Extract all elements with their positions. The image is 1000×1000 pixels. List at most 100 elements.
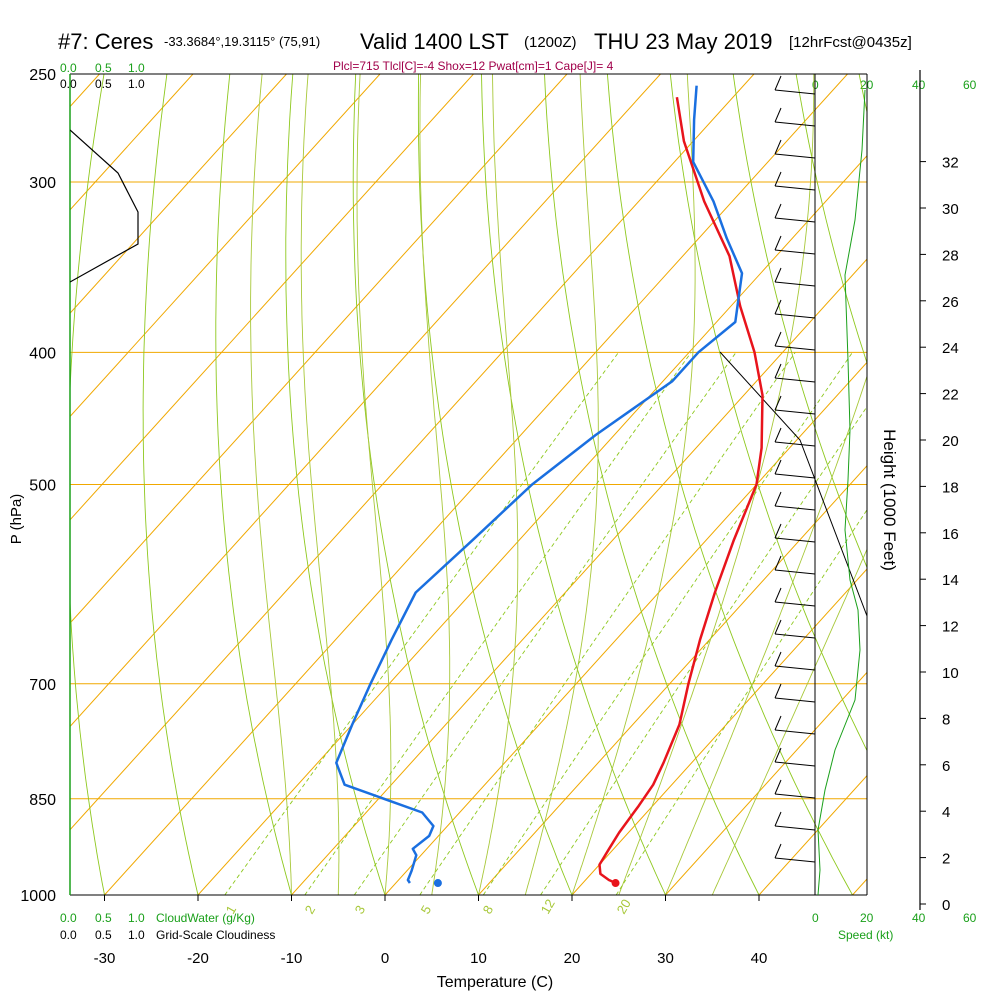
svg-text:60: 60 bbox=[963, 78, 977, 92]
wind-barb-flag bbox=[774, 395, 782, 411]
pressure-tick-label: 850 bbox=[29, 792, 56, 809]
cloudwater-bottom-scale: 0.0 0.5 1.0 CloudWater (g/Kg) bbox=[60, 911, 255, 925]
wind-barb-flag bbox=[774, 843, 782, 859]
svg-text:0: 0 bbox=[812, 911, 819, 925]
svg-text:0.5: 0.5 bbox=[95, 911, 112, 925]
moist-adiabat bbox=[711, 548, 867, 895]
wind-barb bbox=[774, 345, 816, 351]
wind-barb bbox=[774, 473, 816, 479]
wind-barb bbox=[774, 281, 816, 287]
forecast-label: [12hrFcst@0435z] bbox=[789, 34, 912, 51]
height-tick-label: 14 bbox=[942, 572, 959, 589]
wind-barb-flag bbox=[774, 619, 782, 635]
moist-adiabat bbox=[250, 74, 292, 895]
wind-barb-flag bbox=[774, 587, 782, 603]
height-tick-label: 18 bbox=[942, 479, 959, 496]
wind-barb-flag bbox=[774, 811, 782, 827]
wind-barb-flag bbox=[774, 75, 782, 91]
dry-adiabat bbox=[285, 74, 386, 895]
pressure-tick-label: 1000 bbox=[20, 888, 56, 905]
wind-barb bbox=[774, 121, 816, 127]
zulu-time: (1200Z) bbox=[524, 34, 577, 51]
dry-adiabat bbox=[606, 74, 853, 895]
station-title: #7: Ceres bbox=[58, 29, 153, 54]
speed-label: Speed (kt) bbox=[838, 928, 893, 942]
wind-barb-flag bbox=[774, 107, 782, 123]
moist-adiabat bbox=[356, 74, 392, 895]
height-tick-label: 12 bbox=[942, 619, 959, 636]
svg-text:60: 60 bbox=[963, 911, 977, 925]
height-tick-label: 32 bbox=[942, 155, 959, 172]
dry-adiabat bbox=[669, 74, 867, 752]
wind-barb-flag bbox=[774, 171, 782, 187]
date-label: THU 23 May 2019 bbox=[594, 29, 773, 54]
wind-barb bbox=[774, 409, 816, 415]
isotherm-line bbox=[852, 878, 867, 895]
dewpoint-line bbox=[335, 85, 744, 884]
chart-grid bbox=[70, 74, 1000, 895]
height-axis-title: Height (1000 Feet) bbox=[880, 429, 899, 571]
height-tick-label: 0 bbox=[942, 897, 950, 914]
cloudwater-top-scale: 0.0 0.5 1.0 bbox=[60, 61, 145, 75]
isotherm-line bbox=[70, 74, 287, 314]
mixing-ratio-label: 12 bbox=[538, 896, 558, 916]
wind-boundary-line bbox=[719, 351, 867, 617]
svg-text:1.0: 1.0 bbox=[128, 61, 145, 75]
x-tick-label: -10 bbox=[281, 950, 303, 967]
svg-text:1.0: 1.0 bbox=[128, 928, 145, 942]
moist-adiabat bbox=[524, 74, 599, 895]
wind-barb bbox=[774, 633, 816, 639]
surface-temperature-dot bbox=[611, 879, 620, 888]
wind-barb-flag bbox=[774, 267, 782, 283]
x-tick-label: 30 bbox=[657, 950, 674, 967]
moist-adiabat bbox=[300, 74, 340, 895]
svg-text:0.0: 0.0 bbox=[60, 928, 77, 942]
moist-adiabat bbox=[618, 74, 815, 895]
wind-barb-flag bbox=[774, 331, 782, 347]
indices-line: Plcl=715 Tlcl[C]=-4 Shox=12 Pwat[cm]=1 C… bbox=[333, 59, 614, 73]
mixing-ratio-line bbox=[540, 405, 867, 895]
mixing-ratio-line bbox=[482, 352, 853, 895]
height-tick-label: 6 bbox=[942, 758, 950, 775]
wind-barb-flag bbox=[774, 203, 782, 219]
wind-barb bbox=[774, 89, 816, 95]
svg-text:1.0: 1.0 bbox=[128, 911, 145, 925]
mixing-ratio-label: 2 bbox=[302, 903, 319, 917]
svg-text:0.0: 0.0 bbox=[60, 911, 77, 925]
height-tick-label: 2 bbox=[942, 851, 950, 868]
wind-speed-profile bbox=[817, 89, 866, 896]
moist-adiabat bbox=[419, 74, 451, 895]
wind-barb-flag bbox=[774, 651, 782, 667]
height-tick-label: 16 bbox=[942, 526, 959, 543]
wind-barb-flag bbox=[774, 491, 782, 507]
x-tick-label: 20 bbox=[564, 950, 581, 967]
svg-text:20: 20 bbox=[860, 911, 874, 925]
dry-adiabat bbox=[352, 74, 479, 895]
dry-adiabat bbox=[795, 74, 867, 365]
wind-barb-flag bbox=[774, 363, 782, 379]
svg-text:0.5: 0.5 bbox=[95, 77, 112, 91]
svg-text:0.5: 0.5 bbox=[95, 61, 112, 75]
wind-barb bbox=[774, 761, 816, 767]
pressure-tick-label: 400 bbox=[29, 345, 56, 362]
dry-adiabat bbox=[732, 74, 867, 569]
wind-barb bbox=[774, 185, 816, 191]
wind-barb bbox=[774, 217, 816, 223]
dry-adiabat bbox=[922, 74, 1000, 895]
chart-axes: 1 2 3 5 8 12 20-30 -20 -10 0 10 20 30 402503004005007… bbox=[20, 67, 958, 967]
x-tick-label: 10 bbox=[470, 950, 487, 967]
wind-barb bbox=[774, 537, 816, 543]
svg-text:0.0: 0.0 bbox=[60, 77, 77, 91]
wind-barb bbox=[774, 377, 816, 383]
mixing-ratio-line bbox=[224, 352, 619, 895]
wind-barb-flag bbox=[774, 427, 782, 443]
dry-adiabat bbox=[142, 74, 199, 895]
x-tick-label: -20 bbox=[187, 950, 209, 967]
pressure-tick-label: 500 bbox=[29, 478, 56, 495]
wind-barb-flag bbox=[774, 715, 782, 731]
height-tick-label: 30 bbox=[942, 201, 959, 218]
wind-barb bbox=[774, 857, 816, 863]
wind-barbs bbox=[774, 74, 866, 896]
mixing-ratio-label: 8 bbox=[480, 903, 497, 917]
